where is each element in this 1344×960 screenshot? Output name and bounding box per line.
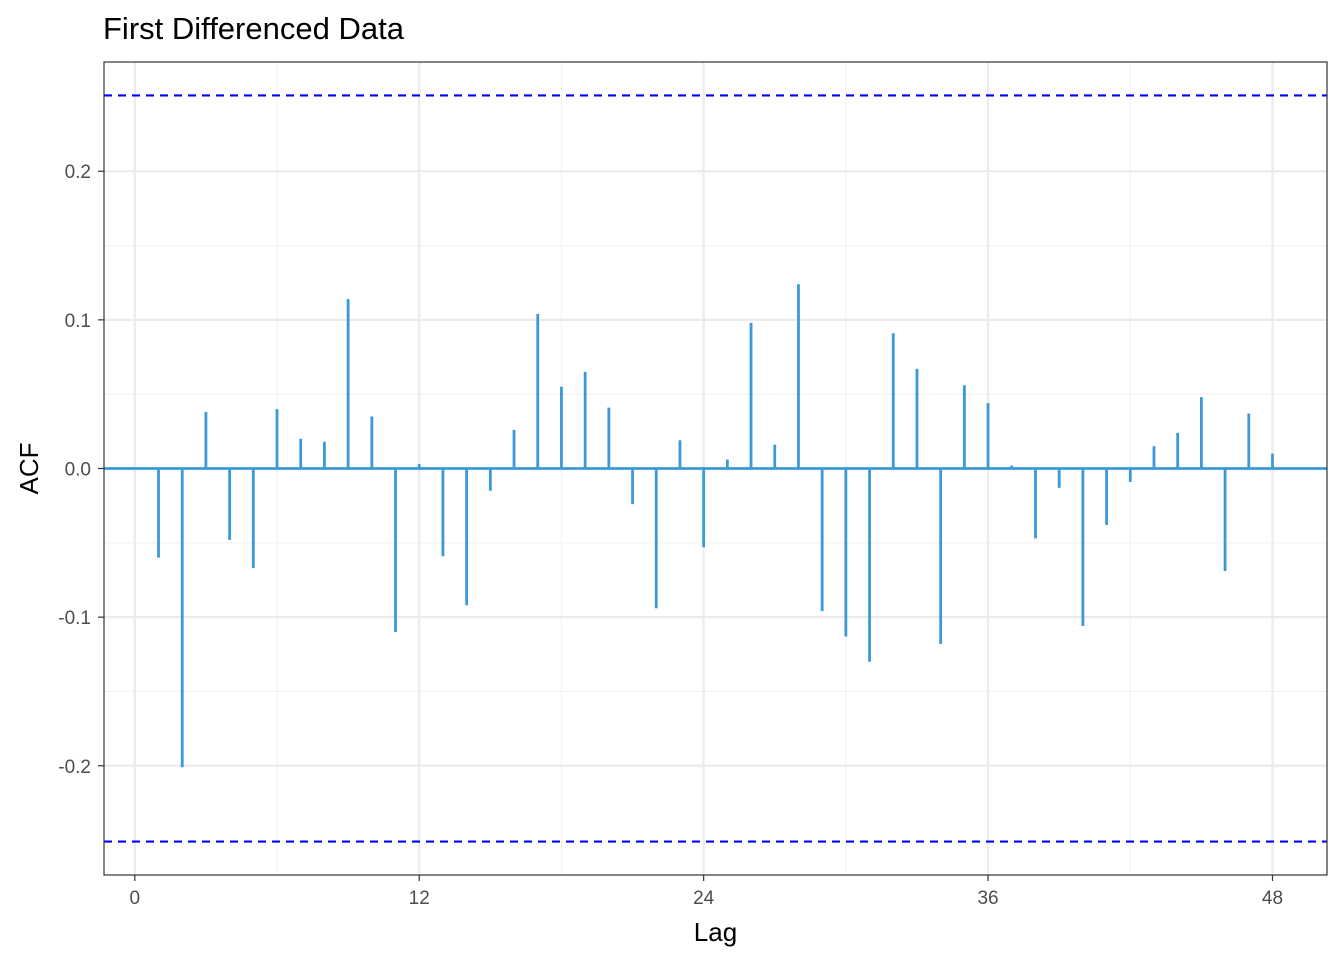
- y-tick-label: 0.2: [65, 162, 91, 183]
- x-axis-title: Lag: [694, 917, 737, 947]
- chart-title: First Differenced Data: [103, 11, 405, 46]
- y-axis-title: ACF: [14, 443, 44, 495]
- x-tick-label: 24: [693, 888, 715, 909]
- y-tick-label: 0.1: [65, 311, 91, 332]
- y-tick-label: -0.1: [58, 608, 91, 629]
- x-tick-label: 12: [409, 888, 430, 909]
- x-tick-label: 48: [1262, 888, 1283, 909]
- x-tick-label: 36: [977, 888, 998, 909]
- plot-area: 0 12 24 36 48 -0.2 -0.1 0.0 0.1 0.2: [58, 61, 1328, 909]
- y-tick-label: 0.0: [65, 460, 91, 481]
- x-tick-label: 0: [130, 888, 141, 909]
- y-tick-label: -0.2: [58, 757, 91, 778]
